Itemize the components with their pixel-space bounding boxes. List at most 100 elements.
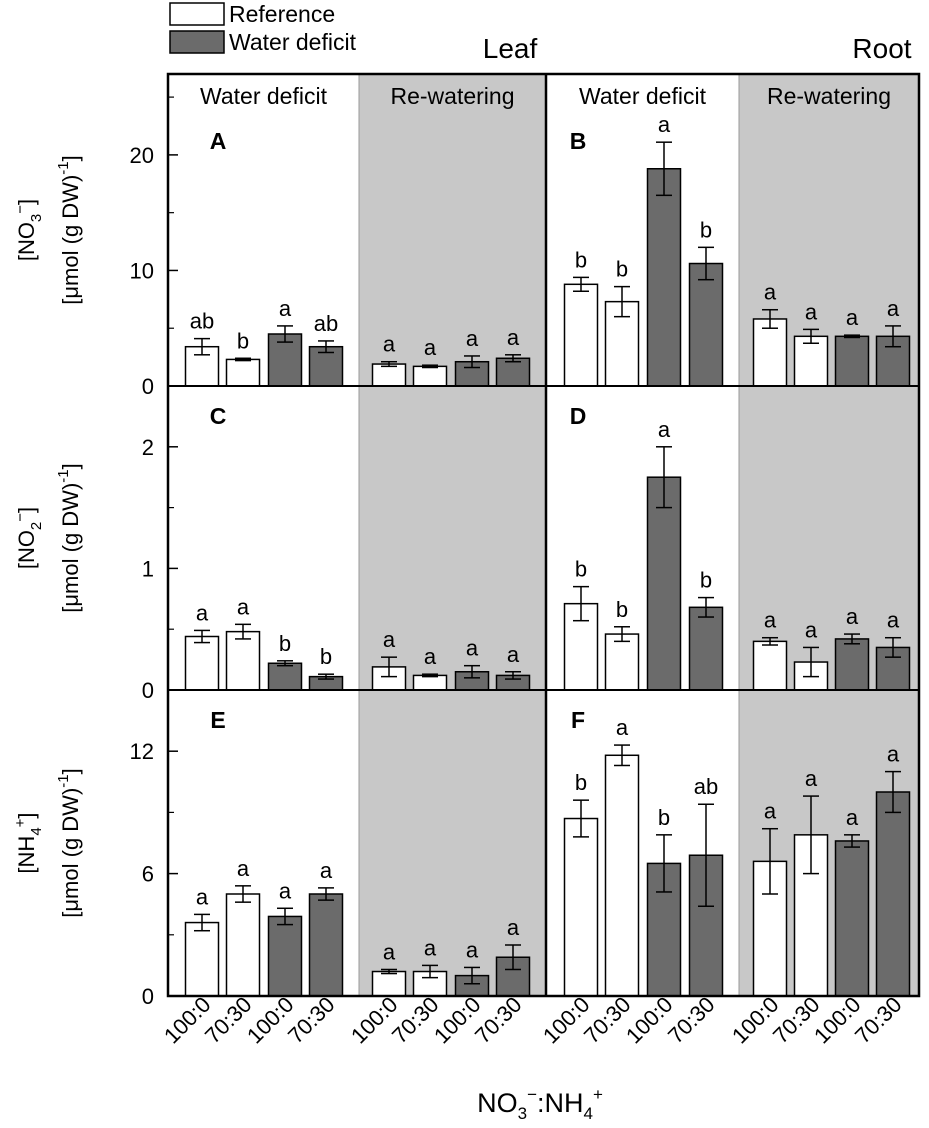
x-tick-label: 70:30	[850, 992, 907, 1049]
significance-letter: a	[383, 332, 396, 357]
bar-reference	[412, 674, 448, 691]
x-tick-label: 70:30	[200, 992, 257, 1049]
significance-letter: a	[279, 296, 292, 321]
legend-swatch-reference	[169, 2, 225, 26]
x-title-sub: 3	[518, 1104, 527, 1123]
y-label-sup: -1	[55, 774, 72, 787]
rewatering-shade	[359, 74, 546, 996]
significance-letter: a	[424, 935, 437, 960]
y-axis-label-analyte: [NH4+]	[12, 812, 45, 873]
y-tick-label: 0	[142, 984, 154, 1009]
y-axis-label-unit: [μmol (g DW)-1]	[55, 768, 83, 917]
significance-letter: a	[846, 604, 859, 629]
bar-reference	[793, 335, 829, 387]
y-tick-label: 20	[130, 143, 154, 168]
y-axis-label-analyte: [NO2−]	[12, 507, 45, 569]
y-label-text: ]	[14, 812, 39, 818]
significance-letter: a	[383, 627, 396, 652]
y-label-sup: -1	[55, 161, 72, 174]
significance-letter: a	[616, 715, 629, 740]
significance-letter: b	[700, 568, 712, 593]
panel-label-D: D	[570, 403, 587, 429]
bar-reference	[563, 817, 599, 997]
x-tick-label: 100:0	[621, 992, 678, 1049]
plot-frame	[166, 72, 921, 998]
significance-letter: a	[424, 644, 437, 669]
bar-deficit	[308, 345, 344, 387]
panel-label-E: E	[210, 707, 225, 733]
significance-letter: a	[887, 742, 900, 767]
x-title-text: :NH	[537, 1088, 584, 1118]
y-tick-label: 0	[142, 374, 154, 399]
y-label-text: [NO	[14, 530, 39, 569]
bar-reference	[184, 635, 220, 691]
significance-letter: a	[466, 636, 479, 661]
significance-letter: b	[658, 805, 670, 830]
x-tick-label: 70:30	[470, 992, 527, 1049]
significance-letter: b	[575, 770, 587, 795]
y-axis-label-unit: [μmol (g DW)-1]	[55, 463, 83, 612]
bar-reference	[604, 754, 640, 997]
bar-reference	[184, 921, 220, 997]
significance-letter: a	[846, 805, 859, 830]
significance-letter: a	[846, 305, 859, 330]
significance-letter: a	[887, 608, 900, 633]
y-tick-label: 12	[130, 739, 154, 764]
y-label-text: [NH	[14, 836, 39, 874]
significance-letter: a	[658, 112, 671, 137]
y-label-text: ]	[58, 463, 83, 469]
y-label-sub: 4	[28, 827, 45, 835]
significance-letter: b	[700, 217, 712, 242]
significance-letter: a	[466, 326, 479, 351]
y-label-sup: −	[12, 205, 29, 214]
significance-letter: b	[616, 597, 628, 622]
x-title-sup: −	[527, 1085, 537, 1104]
bar-deficit	[834, 638, 870, 691]
significance-letter: a	[466, 937, 479, 962]
bar-reference	[604, 633, 640, 691]
y-label-text: [NO	[14, 222, 39, 261]
x-tick-label: 100:0	[538, 992, 595, 1049]
significance-letter: b	[320, 644, 332, 669]
legend-label-deficit: Water deficit	[229, 29, 357, 55]
bar-reference	[752, 318, 788, 387]
significance-letter: a	[196, 600, 209, 625]
panel-label-A: A	[210, 128, 227, 154]
y-label-text: ]	[14, 199, 39, 205]
y-tick-label: 0	[142, 678, 154, 703]
significance-letter: a	[805, 299, 818, 324]
bar-deficit	[267, 915, 303, 997]
bar-deficit	[267, 662, 303, 691]
bar-reference	[225, 630, 261, 691]
bar-deficit	[308, 893, 344, 997]
significance-letter: a	[658, 417, 671, 442]
significance-letter: ab	[314, 311, 338, 336]
panel-label-B: B	[570, 128, 587, 154]
bar-deficit	[646, 168, 682, 387]
x-tick-label: 100:0	[346, 992, 403, 1049]
significance-letter: a	[887, 296, 900, 321]
y-label-text: ]	[58, 155, 83, 161]
bar-reference	[225, 893, 261, 997]
period-header-water-deficit: Water deficit	[579, 83, 707, 109]
bar-reference	[752, 640, 788, 691]
bar-deficit	[875, 791, 911, 997]
significance-letter: ab	[694, 774, 718, 799]
bar-reference	[371, 970, 407, 997]
significance-letter: a	[764, 799, 777, 824]
period-header-re-watering: Re-watering	[767, 83, 891, 109]
y-label-sup: +	[12, 818, 29, 827]
bar-deficit	[646, 476, 682, 691]
bar-reference	[412, 365, 448, 387]
significance-letter: a	[383, 939, 396, 964]
y-label-text: ]	[14, 507, 39, 513]
significance-letter: a	[196, 884, 209, 909]
bar-deficit	[834, 335, 870, 387]
y-label-text: ]	[58, 768, 83, 774]
y-tick-label: 10	[130, 258, 154, 283]
significance-letter: ab	[190, 309, 214, 334]
legend-swatch-deficit	[169, 30, 225, 54]
y-label-sub: 3	[28, 214, 45, 222]
significance-letter: a	[764, 280, 777, 305]
